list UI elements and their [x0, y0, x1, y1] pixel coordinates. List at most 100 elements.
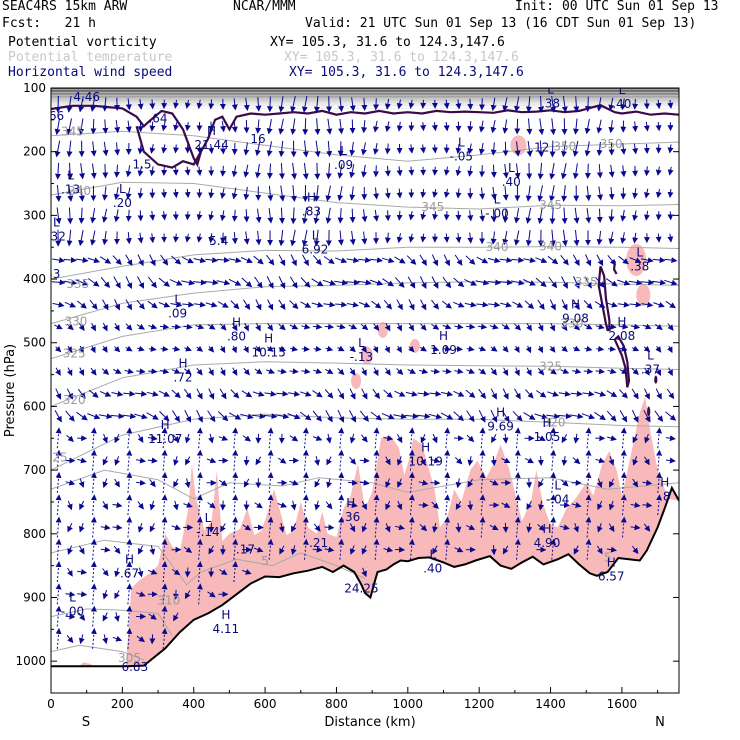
wind-arrow [196, 211, 203, 221]
wind-arrow [502, 119, 509, 134]
shaded-patch [409, 338, 420, 353]
extremum-marker: L [494, 193, 501, 207]
wind-arrow [550, 427, 557, 449]
wind-arrow [655, 166, 662, 176]
extremum-value: .21 [309, 536, 328, 550]
extremum-value: .09 [168, 307, 187, 321]
wind-arrow [137, 254, 144, 267]
wind-arrow [240, 257, 253, 264]
wind-arrow [276, 390, 289, 397]
wind-arrow [137, 143, 144, 155]
wind-arrow [442, 368, 452, 375]
wind-arrow [314, 456, 320, 466]
wind-arrow [264, 390, 277, 397]
wind-arrow [113, 276, 121, 289]
x-tick-label: 0 [47, 697, 55, 711]
wind-arrow [560, 162, 567, 180]
wind-arrow [263, 413, 278, 420]
wind-arrow [584, 96, 591, 113]
wind-arrow [455, 188, 462, 199]
wind-arrow [101, 368, 110, 375]
wind-arrow [454, 546, 464, 553]
wind-arrow [173, 233, 179, 243]
wind-arrow [326, 140, 333, 158]
extremum-marker: L [636, 245, 643, 259]
wind-arrow [337, 388, 345, 400]
wind-arrow [361, 567, 367, 578]
wind-arrow [361, 434, 368, 443]
wind-arrow [335, 301, 348, 308]
wind-arrow [525, 389, 534, 399]
wind-arrow [547, 391, 559, 397]
wind-arrow [136, 591, 146, 597]
wind-arrow [467, 456, 474, 466]
theta-label: 325 [539, 359, 562, 373]
wind-arrow [655, 188, 662, 199]
stratosphere-shading [51, 88, 679, 111]
wind-arrow [373, 209, 380, 222]
wind-arrow [420, 144, 426, 154]
wind-arrow [656, 471, 663, 493]
wind-arrow [373, 165, 380, 178]
wind-arrow [561, 229, 568, 247]
wind-arrow [431, 323, 440, 330]
wind-arrow [208, 367, 214, 376]
wind-arrow [207, 591, 216, 598]
wind-arrow [428, 413, 443, 420]
wind-arrow [620, 516, 627, 538]
extremum-value: .13 [61, 182, 80, 196]
wind-arrow [361, 209, 368, 223]
wind-arrow [311, 301, 324, 308]
theta-label: 310 [157, 594, 180, 608]
wind-arrow [90, 516, 97, 538]
wind-arrow [464, 278, 477, 286]
wind-arrow [373, 471, 380, 493]
wind-arrow [125, 323, 133, 331]
wind-arrow [219, 323, 227, 331]
extremum-value: .32 [47, 230, 66, 244]
wind-arrow [255, 299, 262, 311]
wind-arrow [149, 545, 156, 556]
wind-arrow [666, 388, 675, 400]
wind-arrow [628, 279, 643, 286]
wind-arrow [617, 279, 631, 286]
wind-arrow [205, 301, 218, 308]
wind-arrow [408, 516, 415, 538]
wind-arrow [490, 345, 498, 352]
wind-arrow [65, 479, 76, 486]
wind-arrow [196, 367, 203, 376]
wind-arrow [361, 500, 367, 510]
wind-arrow [632, 232, 639, 244]
wind-arrow [102, 186, 108, 201]
wind-arrow [266, 141, 273, 157]
theta-label: 25 [52, 450, 67, 464]
wind-arrow [289, 323, 299, 330]
wind-arrow [311, 278, 324, 287]
wind-arrow [338, 471, 345, 493]
wind-arrow [75, 279, 89, 286]
wind-arrow [196, 471, 203, 493]
wind-arrow [525, 207, 532, 224]
wind-arrow [208, 210, 215, 221]
wind-arrow [656, 449, 663, 471]
wind-arrow [454, 345, 463, 352]
wind-arrow [55, 471, 62, 493]
wind-arrow [538, 478, 544, 488]
wind-arrow [137, 188, 144, 199]
extremum-marker: L [458, 135, 465, 149]
wind-arrow [549, 299, 556, 311]
wind-arrow [220, 188, 226, 199]
theta-label: 325 [63, 347, 86, 361]
wind-arrow [559, 524, 570, 531]
wind-arrow [65, 410, 75, 422]
extremum-value: -.13 [350, 350, 373, 364]
wind-arrow [373, 367, 379, 377]
wind-arrow [52, 257, 66, 264]
wind-arrow [585, 538, 592, 560]
wind-arrow [349, 186, 356, 201]
wind-arrow [337, 345, 345, 352]
organization-label: NCAR/MMM [233, 0, 296, 14]
wind-arrow [620, 143, 627, 155]
wind-arrow [148, 613, 157, 620]
wind-arrow [160, 345, 169, 352]
